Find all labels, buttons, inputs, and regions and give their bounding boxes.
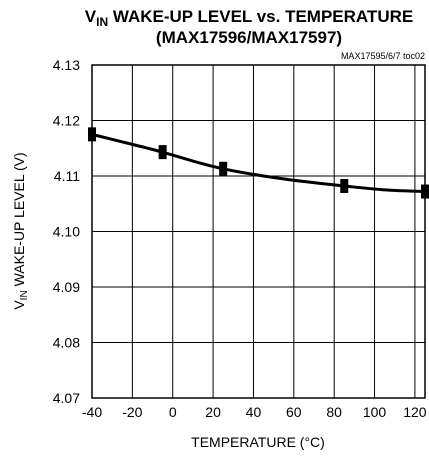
x-axis-label: TEMPERATURE (°C) bbox=[191, 434, 325, 450]
series-layer bbox=[88, 127, 429, 199]
x-tick-label: 100 bbox=[363, 404, 387, 420]
chart-title: VIN WAKE-UP LEVEL vs. TEMPERATURE bbox=[85, 7, 413, 29]
y-tick-label: 4.09 bbox=[53, 279, 80, 295]
data-point-marker bbox=[219, 161, 228, 176]
grid bbox=[91, 64, 425, 399]
x-tick-label: 60 bbox=[286, 404, 302, 420]
chart-title-suffix: WAKE-UP LEVEL vs. TEMPERATURE bbox=[108, 7, 413, 26]
data-point-marker bbox=[340, 178, 349, 193]
y-tick-label: 4.08 bbox=[53, 335, 80, 351]
x-tick-label: 20 bbox=[205, 404, 221, 420]
y-tick-label: 4.12 bbox=[53, 113, 80, 129]
tick-labels: -40 -20 0 20 40 60 80 100 120 4.07 4.08 4.09 4.10 4.1… bbox=[53, 57, 427, 420]
x-tick-label: 0 bbox=[169, 404, 177, 420]
y-axis-label-suffix: WAKE-UP LEVEL (V) bbox=[11, 152, 27, 290]
chart-reference: MAX17595/6/7 toc02 bbox=[341, 51, 425, 61]
x-tick-label: 80 bbox=[326, 404, 342, 420]
x-tick-label: 40 bbox=[246, 404, 262, 420]
x-tick-label: -20 bbox=[122, 404, 142, 420]
data-point-marker bbox=[88, 127, 96, 142]
y-tick-label: 4.11 bbox=[54, 168, 80, 184]
y-tick-label: 4.07 bbox=[53, 390, 80, 406]
plot-frame bbox=[91, 64, 426, 399]
y-axis-label-subscript: IN bbox=[19, 290, 30, 300]
chart-subtitle: (MAX17596/MAX17597) bbox=[156, 28, 342, 47]
chart-title-subscript: IN bbox=[96, 15, 108, 29]
y-axis-label: VIN WAKE-UP LEVEL (V) bbox=[11, 152, 30, 309]
y-axis-label-prefix: V bbox=[11, 300, 27, 310]
data-point-marker bbox=[158, 145, 167, 160]
chart-title-prefix: V bbox=[85, 7, 97, 26]
data-point-marker bbox=[421, 184, 429, 199]
y-tick-label: 4.10 bbox=[53, 224, 80, 240]
series-line bbox=[90, 132, 427, 194]
x-tick-label: 120 bbox=[403, 404, 427, 420]
x-tick-label: -40 bbox=[82, 404, 102, 420]
y-tick-label: 4.13 bbox=[53, 57, 80, 73]
